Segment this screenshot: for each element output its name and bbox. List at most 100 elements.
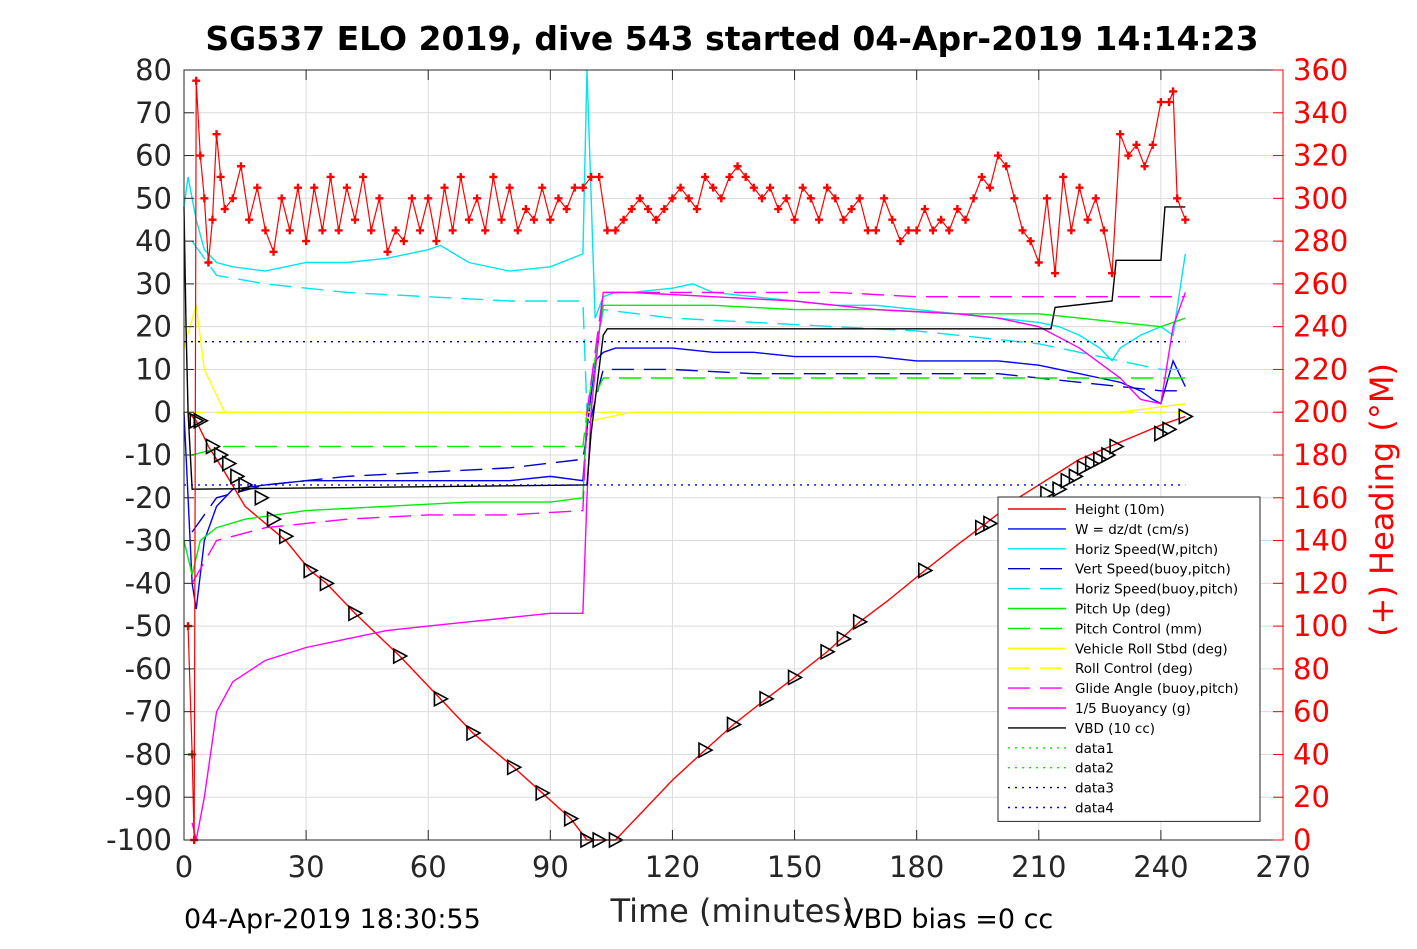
x-tick-label: 0 <box>175 850 193 884</box>
heading-point <box>619 215 628 224</box>
heading-point <box>277 194 286 203</box>
legend-label: Pitch Control (mm) <box>1075 621 1202 637</box>
x-tick-label: 90 <box>532 850 569 884</box>
sample-marker <box>189 412 205 430</box>
sample-marker <box>392 647 409 665</box>
x-tick-label: 180 <box>889 850 944 884</box>
sample-marker <box>698 741 714 759</box>
heading-point <box>489 172 498 181</box>
heading-point <box>350 215 359 224</box>
sample-marker <box>433 690 450 708</box>
heading-point <box>757 194 766 203</box>
heading-point <box>920 205 929 214</box>
heading-point <box>538 183 547 192</box>
sample-marker <box>230 468 246 485</box>
heading-point <box>269 247 278 256</box>
y-tick-label-right: 200 <box>1293 395 1348 429</box>
heading-point <box>603 226 612 235</box>
heading-point <box>1181 215 1190 224</box>
heading-point <box>1083 215 1092 224</box>
heading-point <box>497 215 506 224</box>
heading-point <box>212 130 221 139</box>
sample-marker <box>278 527 295 545</box>
sample-marker <box>1109 438 1125 455</box>
legend-label: Height (10m) <box>1075 502 1165 518</box>
heading-point <box>1018 226 1027 235</box>
heading-point <box>766 183 775 192</box>
sample-marker <box>319 574 336 592</box>
heading-point <box>985 183 994 192</box>
legend-label: W = dz/dt (cm/s) <box>1075 522 1189 538</box>
x-axis-label: Time (minutes) <box>610 892 854 930</box>
heading-point <box>1148 140 1157 149</box>
heading-point <box>1173 194 1182 203</box>
y-tick-label-right: 20 <box>1293 780 1330 814</box>
x-tick-label: 270 <box>1255 850 1310 884</box>
heading-point <box>1051 269 1060 278</box>
heading-point <box>798 183 807 192</box>
series-line <box>191 377 1186 456</box>
heading-point <box>310 183 319 192</box>
sample-marker <box>254 489 271 507</box>
heading-point <box>399 237 408 246</box>
y-tick-label-left: -80 <box>125 737 172 771</box>
legend-label: data4 <box>1075 801 1114 817</box>
heading-point <box>823 183 832 192</box>
sample-marker <box>1154 425 1170 442</box>
y-tick-label-right: 180 <box>1293 438 1348 472</box>
sample-marker <box>205 438 222 455</box>
legend-label: data2 <box>1075 761 1114 777</box>
sample-marker <box>303 562 319 579</box>
heading-point <box>611 226 620 235</box>
y-tick-label-left: 30 <box>135 267 172 301</box>
y-tick-label-left: -30 <box>125 524 172 558</box>
heading-point <box>969 194 978 203</box>
y-tick-label-left: 70 <box>135 96 172 130</box>
y-tick-label-right: 300 <box>1293 181 1348 215</box>
sample-marker <box>1178 408 1194 425</box>
heading-point <box>880 194 889 203</box>
y-tick-label-left: -90 <box>125 780 172 814</box>
heading-point <box>1059 172 1068 181</box>
heading-point <box>302 237 311 246</box>
heading-point <box>391 226 400 235</box>
heading-point <box>326 172 335 181</box>
heading-point <box>904 226 913 235</box>
heading-point <box>701 172 710 181</box>
heading-point <box>432 237 441 246</box>
heading-point <box>424 194 433 203</box>
sample-marker <box>193 412 209 430</box>
x-tick-label: 30 <box>288 850 325 884</box>
heading-point <box>204 258 213 267</box>
heading-point <box>375 194 384 203</box>
heading-point <box>578 183 587 192</box>
heading-point <box>1026 237 1035 246</box>
legend-label: Horiz Speed(buoy,pitch) <box>1075 582 1238 598</box>
heading-point <box>261 226 270 235</box>
sample-marker <box>1060 472 1076 490</box>
heading-point <box>200 194 209 203</box>
heading-point <box>407 194 416 203</box>
y-tick-label-left: -100 <box>106 823 172 857</box>
y-tick-label-left: -60 <box>125 652 172 686</box>
marker-layer <box>184 76 1194 849</box>
chart-title: SG537 ELO 2019, dive 543 started 04-Apr-… <box>205 19 1258 58</box>
y-tick-label-right: 320 <box>1293 139 1348 173</box>
heading-point <box>1165 98 1174 107</box>
heading-point <box>871 226 880 235</box>
heading-point <box>505 183 514 192</box>
heading-point <box>220 205 229 214</box>
heading-point <box>456 172 465 181</box>
heading-point <box>342 183 351 192</box>
heading-point <box>530 215 539 224</box>
y-tick-label-left: 50 <box>135 181 172 215</box>
heading-point <box>847 205 856 214</box>
sample-marker <box>983 515 999 532</box>
legend-box <box>997 496 1261 822</box>
heading-point <box>725 172 734 181</box>
y-tick-label-right: 260 <box>1293 267 1348 301</box>
series-line <box>187 411 1186 841</box>
heading-point <box>994 151 1003 160</box>
x-tick-label: 150 <box>767 850 822 884</box>
